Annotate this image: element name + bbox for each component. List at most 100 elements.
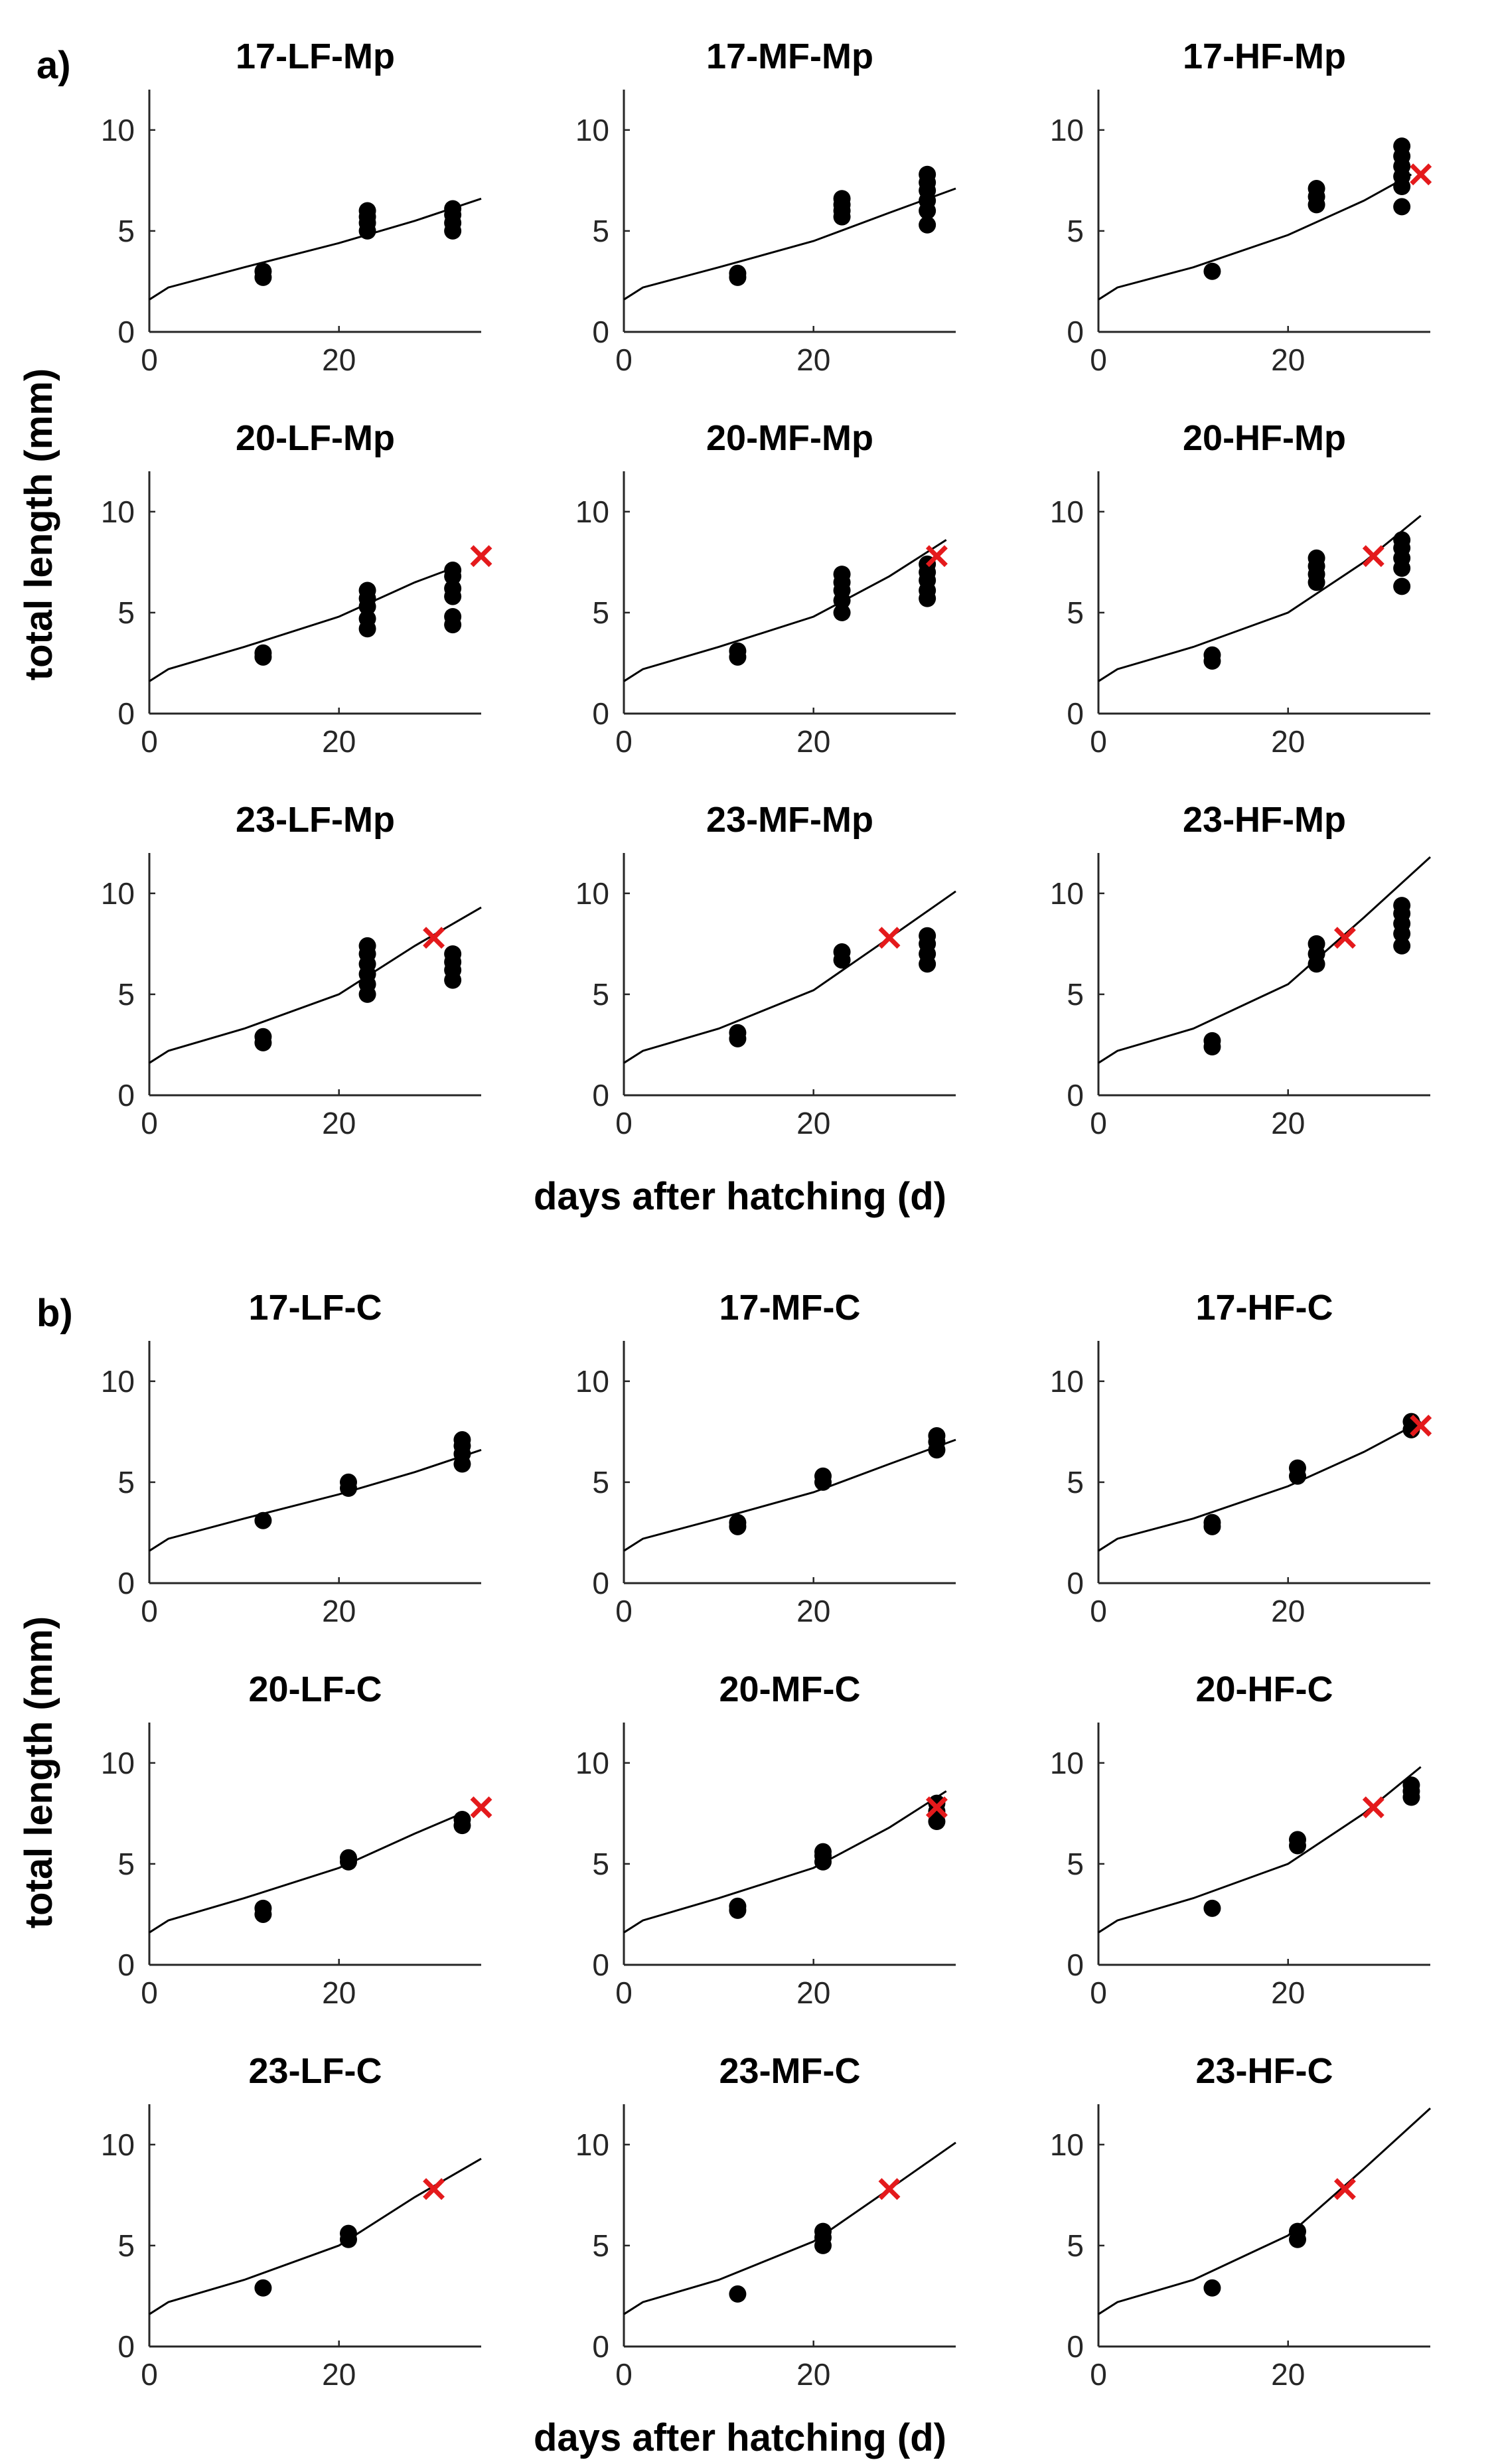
y-tick-label: 10	[101, 876, 135, 911]
chart-panel: 17-LF-Mp 0 5 10 0 20	[101, 37, 482, 377]
panel-title: 20-HF-C	[1195, 1669, 1333, 1709]
x-tick-label: 20	[1271, 2357, 1305, 2392]
data-point	[919, 165, 936, 183]
data-point	[444, 945, 462, 963]
panel-title: 20-MF-C	[719, 1669, 861, 1709]
model-curve	[1098, 173, 1412, 301]
data-point	[1393, 531, 1411, 549]
y-tick-label: 10	[1050, 1364, 1084, 1399]
x-tick-label: 0	[615, 1975, 633, 2010]
y-tick-label: 10	[575, 1746, 609, 1780]
chart-panel: 20-LF-C 0 5 10 0 20	[101, 1669, 492, 2010]
panel-title: 17-MF-Mp	[706, 37, 873, 76]
chart-panel: 17-LF-C 0 5 10 0 20	[101, 1288, 482, 1628]
data-point	[254, 262, 272, 280]
y-tick-label: 0	[1067, 315, 1084, 349]
panel-label-b: b)	[37, 1292, 73, 1335]
x-marker	[423, 2178, 445, 2200]
data-point	[444, 562, 462, 579]
model-curve	[1098, 2107, 1432, 2315]
y-tick-label: 5	[117, 214, 135, 248]
model-curve	[149, 197, 482, 301]
data-point	[1402, 1776, 1420, 1794]
data-point	[1289, 1459, 1306, 1477]
y-tick-label: 10	[101, 113, 135, 147]
y-tick-label: 10	[1050, 2127, 1084, 2162]
x-marker	[878, 2178, 901, 2200]
panel-title: 17-LF-Mp	[236, 37, 395, 76]
data-point	[729, 264, 747, 282]
chart-panel: 17-HF-C 0 5 10 0 20	[1050, 1288, 1432, 1628]
data-point	[1203, 1032, 1221, 1049]
data-point	[358, 610, 376, 628]
data-point	[1203, 646, 1221, 664]
x-tick-label: 0	[141, 2357, 158, 2392]
data-point	[340, 1849, 357, 1867]
x-marker	[423, 927, 445, 949]
y-tick-label: 5	[592, 214, 609, 248]
y-tick-label: 10	[1050, 495, 1084, 529]
data-point	[254, 2279, 272, 2297]
chart-panel: 23-LF-Mp 0 5 10 0 20	[101, 800, 482, 1140]
y-tick-label: 0	[592, 1948, 609, 1982]
data-point	[453, 1811, 471, 1828]
panel-title: 20-HF-Mp	[1183, 418, 1346, 458]
data-point	[1203, 1899, 1221, 1917]
x-tick-label: 0	[1090, 1106, 1107, 1140]
y-tick-label: 5	[592, 977, 609, 1012]
data-point	[254, 1899, 272, 1917]
data-point	[928, 1426, 946, 1444]
y-tick-label: 0	[117, 1078, 135, 1113]
data-point	[1393, 198, 1411, 216]
x-tick-label: 20	[796, 724, 830, 759]
y-tick-label: 0	[1067, 1078, 1084, 1113]
y-tick-label: 0	[592, 1566, 609, 1600]
y-tick-label: 10	[1050, 876, 1084, 911]
y-tick-label: 5	[1067, 977, 1084, 1012]
model-curve	[149, 1448, 482, 1552]
x-tick-label: 20	[796, 2357, 830, 2392]
y-tick-label: 10	[575, 876, 609, 911]
x-tick-label: 0	[1090, 343, 1107, 377]
x-tick-label: 20	[322, 343, 356, 377]
data-point	[833, 190, 851, 208]
chart-panel: 20-LF-Mp 0 5 10 0 20	[101, 418, 492, 759]
y-tick-label: 5	[592, 1847, 609, 1881]
model-curve	[1098, 856, 1432, 1064]
data-point	[928, 1794, 946, 1812]
data-point	[254, 1028, 272, 1045]
y-tick-label: 0	[1067, 1566, 1084, 1600]
x-tick-label: 20	[796, 343, 830, 377]
panels: 17-LF-Mp 0 5 10 0 20 17-MF-Mp 0 5 10 0 20 17-HF-Mp 0 5…	[101, 37, 1432, 2392]
y-tick-label: 10	[1050, 1746, 1084, 1780]
x-tick-label: 0	[141, 724, 158, 759]
panel-label-a: a)	[37, 44, 71, 87]
x-tick-label: 0	[141, 1106, 158, 1140]
data-point	[833, 943, 851, 961]
model-curve	[1098, 514, 1422, 682]
model-curve	[623, 890, 956, 1064]
model-curve	[623, 1790, 947, 1934]
x-tick-label: 0	[141, 1975, 158, 2010]
y-tick-label: 5	[117, 977, 135, 1012]
x-marker	[1410, 163, 1432, 186]
x-tick-label: 0	[1090, 1594, 1107, 1628]
y-tick-label: 0	[117, 2329, 135, 2364]
data-point	[340, 2224, 357, 2242]
x-marker	[470, 1796, 492, 1819]
data-point	[1393, 937, 1411, 955]
y-tick-label: 0	[1067, 2329, 1084, 2364]
data-point	[1289, 2222, 1306, 2240]
x-tick-label: 0	[1090, 2357, 1107, 2392]
y-tick-label: 5	[592, 2228, 609, 2263]
chart-panel: 23-HF-Mp 0 5 10 0 20	[1050, 800, 1432, 1140]
x-tick-label: 0	[615, 724, 633, 759]
y-tick-label: 10	[575, 2127, 609, 2162]
chart-panel: 20-MF-C 0 5 10 0 20	[575, 1669, 956, 2010]
model-curve	[149, 2157, 482, 2315]
x-tick-label: 20	[1271, 343, 1305, 377]
chart-panel: 20-HF-Mp 0 5 10 0 20	[1050, 418, 1430, 759]
y-tick-label: 0	[592, 1078, 609, 1113]
chart-panel: 17-MF-Mp 0 5 10 0 20	[575, 37, 956, 377]
